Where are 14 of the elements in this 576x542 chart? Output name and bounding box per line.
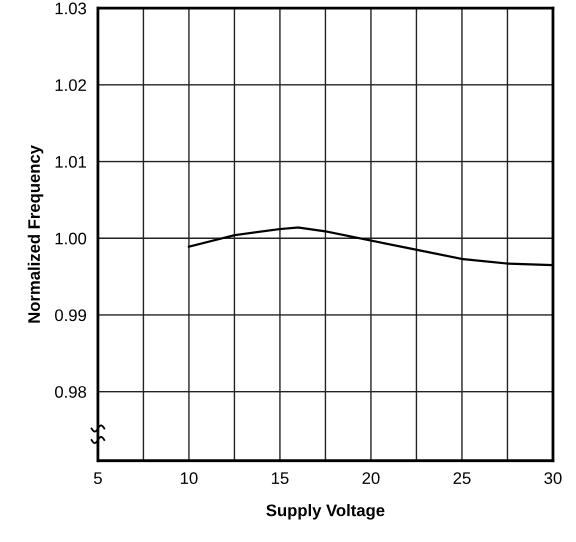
x-axis-title: Supply Voltage [266, 504, 384, 520]
y-tick-label: 0.99 [55, 309, 86, 322]
y-axis-title: Normalized Frequency [28, 145, 44, 323]
x-tick-label: 5 [94, 472, 102, 484]
y-tick-label: 1.03 [56, 2, 86, 14]
x-tick-label: 10 [180, 472, 198, 484]
y-tick-label: 1.01 [56, 156, 86, 168]
x-tick-label: 30 [544, 472, 562, 484]
x-tick-label: 15 [272, 472, 289, 484]
x-tick-label: 20 [362, 472, 380, 484]
y-tick-label: 1.00 [56, 232, 86, 244]
y-tick-label: 0.98 [55, 386, 86, 398]
y-tick-label: 1.02 [56, 79, 86, 92]
x-tick-label: 25 [454, 472, 471, 484]
